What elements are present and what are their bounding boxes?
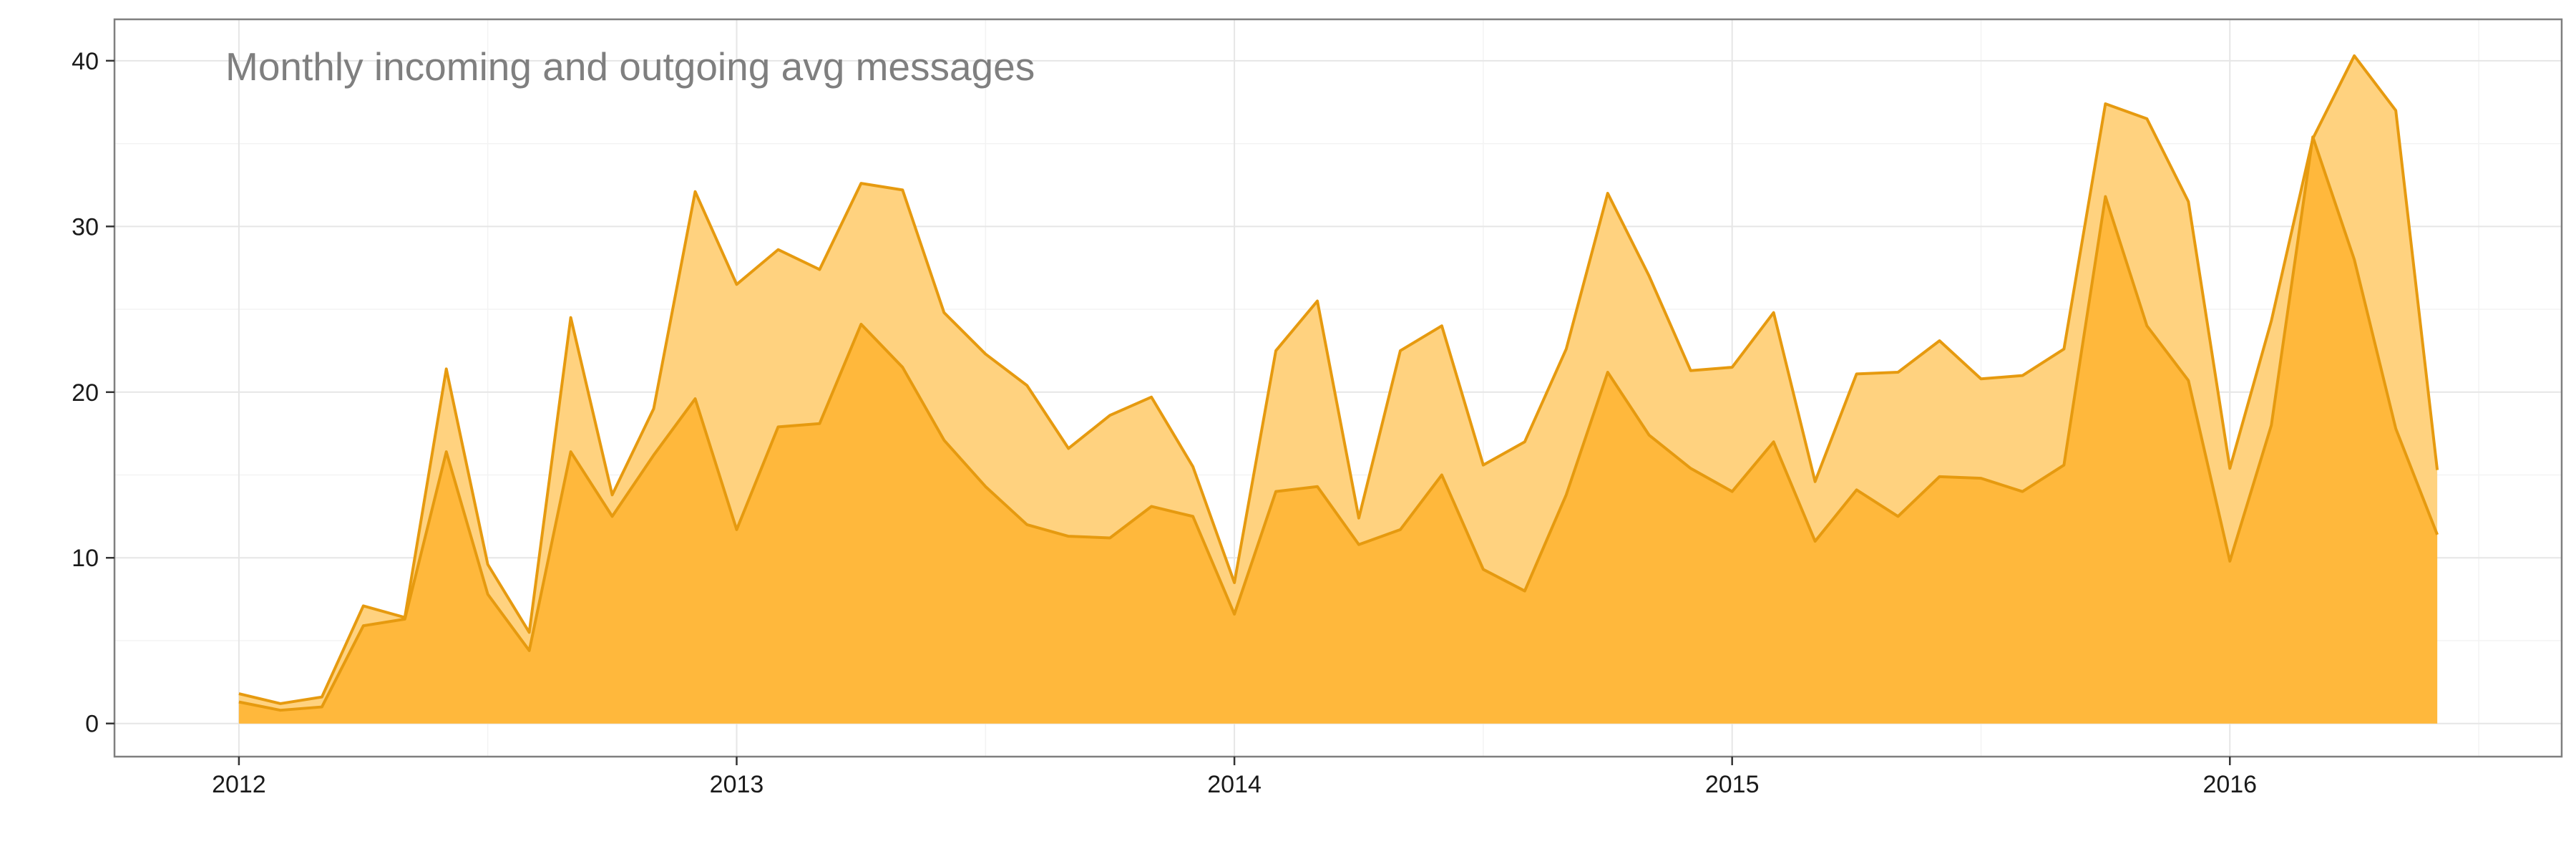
y-tick-label: 30 <box>72 213 99 241</box>
y-tick-label: 40 <box>72 48 99 75</box>
area-series-2 <box>238 137 2438 724</box>
chart-title: Monthly incoming and outgoing avg messag… <box>225 44 1035 89</box>
x-tick-label: 2015 <box>1705 771 1760 798</box>
line-series-2 <box>238 135 2439 712</box>
x-tick-label: 2016 <box>2202 771 2257 798</box>
x-tick-label: 2014 <box>1207 771 1262 798</box>
panel-border <box>113 18 2563 758</box>
x-tick-label: 2012 <box>212 771 266 798</box>
y-tick-label: 20 <box>72 379 99 407</box>
area-layer <box>238 54 2439 724</box>
y-tick-label: 10 <box>72 545 99 572</box>
line-series-1 <box>238 54 2439 705</box>
y-tick-label: 0 <box>85 711 99 738</box>
x-tick-label: 2013 <box>710 771 764 798</box>
axis-layer: 0 10 20 30 40 2012 2013 2014 2015 2016 <box>72 48 2257 798</box>
